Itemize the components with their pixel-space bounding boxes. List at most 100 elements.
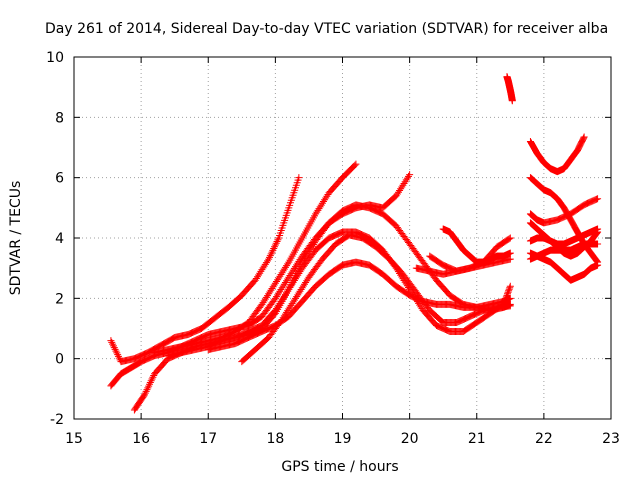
data-point <box>289 278 297 286</box>
data-point <box>285 305 293 313</box>
data-point <box>253 273 261 281</box>
chart-title: Day 261 of 2014, Sidereal Day-to-day VTE… <box>45 21 608 37</box>
data-point <box>322 194 330 202</box>
series-track-f <box>204 258 514 354</box>
data-point <box>276 272 284 280</box>
data-point <box>143 386 151 394</box>
series-track-r <box>526 249 602 284</box>
data-point <box>271 279 279 287</box>
data-point <box>286 303 294 311</box>
data-point <box>506 284 514 292</box>
y-tick-label: 0 <box>55 352 64 368</box>
data-point <box>109 342 117 350</box>
data-point <box>287 282 295 290</box>
data-point <box>109 340 117 348</box>
data-point <box>506 302 514 310</box>
data-point <box>145 382 153 390</box>
data-point <box>278 269 286 277</box>
axis-ticks <box>73 56 612 420</box>
data-point <box>299 282 307 290</box>
data-point <box>266 253 274 261</box>
data-point <box>594 261 602 269</box>
data-point <box>300 280 308 288</box>
data-point <box>296 256 304 264</box>
data-point <box>284 287 292 295</box>
data-point <box>251 276 259 284</box>
data-point <box>294 271 302 279</box>
data-point <box>316 203 324 211</box>
data-point <box>594 195 602 203</box>
series-track-a <box>107 174 303 366</box>
x-tick-label: 15 <box>65 431 83 447</box>
data-point <box>317 201 325 209</box>
y-tick-labels: -2 0 2 4 6 8 10 <box>46 50 64 428</box>
x-tick-label: 17 <box>199 431 217 447</box>
data-point <box>268 248 276 256</box>
data-point <box>271 294 279 302</box>
data-point <box>281 278 289 286</box>
data-point <box>292 263 300 271</box>
y-tick-label: 6 <box>55 171 64 187</box>
data-point <box>417 303 425 311</box>
data-point <box>295 174 303 182</box>
series-track-p <box>526 225 602 248</box>
data-point <box>289 298 297 306</box>
data-point <box>261 295 269 303</box>
data-point <box>264 257 272 265</box>
series-track-l <box>526 133 588 176</box>
data-point <box>280 280 288 288</box>
data-point <box>260 297 268 305</box>
data-point <box>146 379 154 387</box>
data-point <box>288 300 296 308</box>
data-point <box>312 210 320 218</box>
data-point <box>112 347 120 355</box>
data-point <box>505 285 513 293</box>
data-point <box>147 377 155 385</box>
data-point <box>293 261 301 269</box>
data-point <box>402 176 410 184</box>
data-point <box>280 265 288 273</box>
data-point <box>287 270 295 278</box>
x-tick-label: 20 <box>401 431 419 447</box>
data-point <box>274 236 282 244</box>
data-point <box>288 268 296 276</box>
data-point <box>286 271 294 279</box>
data-point <box>275 289 283 297</box>
data-point <box>288 280 296 288</box>
data-point <box>142 387 150 395</box>
data-point <box>303 277 311 285</box>
data-point <box>267 250 275 258</box>
series-track-n <box>526 195 602 227</box>
data-point <box>295 257 303 265</box>
data-point <box>295 289 303 297</box>
data-point <box>281 263 289 271</box>
data-point <box>405 172 413 180</box>
data-point <box>285 285 293 293</box>
series-track-d <box>151 201 514 357</box>
data-point <box>265 255 273 263</box>
x-tick-label: 18 <box>266 431 284 447</box>
series-track-j <box>426 234 514 275</box>
data-point <box>148 375 156 383</box>
data-point <box>293 273 301 281</box>
data-point <box>264 292 272 300</box>
x-tick-label: 22 <box>535 431 553 447</box>
data-point <box>592 195 600 203</box>
data-point <box>114 352 122 360</box>
data-point <box>274 303 282 311</box>
data-point <box>107 337 115 345</box>
data-point <box>294 291 302 299</box>
data-point <box>284 260 292 268</box>
data-point <box>149 373 157 381</box>
data-point <box>406 171 414 179</box>
x-tick-label: 23 <box>602 431 620 447</box>
data-point <box>267 286 275 294</box>
data-point <box>259 299 267 307</box>
data-point <box>506 255 514 263</box>
data-point <box>276 287 284 295</box>
data-point <box>297 286 305 294</box>
data-point <box>286 284 294 292</box>
data-point <box>580 134 588 142</box>
data-point <box>506 294 514 302</box>
data-point <box>140 392 148 400</box>
